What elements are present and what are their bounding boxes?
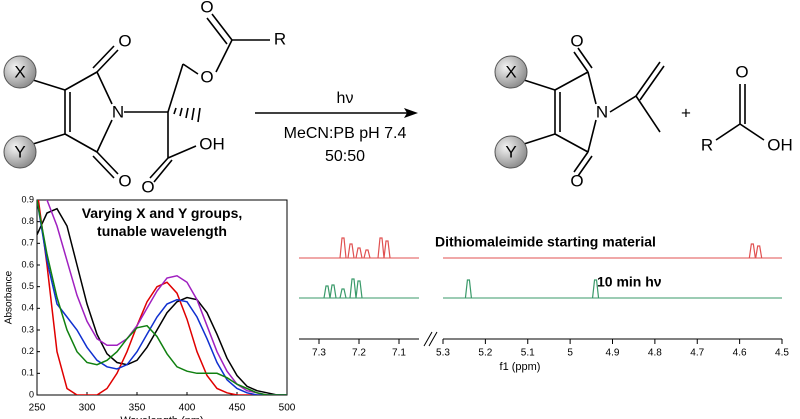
x-tick-label: 5.1 — [521, 348, 535, 359]
x-tick-label: 4.7 — [690, 348, 704, 359]
x-tick-label: 4.9 — [606, 348, 620, 359]
x-tick-label: 500 — [279, 403, 296, 414]
absorbance-curve — [37, 207, 287, 395]
x-tick-label: 7.1 — [392, 348, 406, 359]
atom: Y — [14, 142, 25, 161]
nmr-peak — [383, 240, 391, 259]
nmr-peak — [339, 288, 347, 299]
x-tick-label: 250 — [29, 403, 46, 414]
absorbance-curve — [37, 200, 287, 395]
byproduct: R O OH — [701, 62, 793, 154]
atom: Y — [505, 142, 516, 161]
atom: O — [570, 31, 583, 50]
x-tick-label: 7.3 — [312, 348, 326, 359]
x-tick-label: 4.5 — [775, 348, 789, 359]
nmr-peak — [339, 237, 347, 259]
nmr-peak — [363, 249, 371, 259]
atom: N — [596, 102, 608, 121]
y-tick-label: 0.8 — [21, 216, 34, 226]
nmr-peak — [347, 243, 355, 259]
ratio: 50:50 — [325, 148, 365, 165]
x-tick-label: 450 — [229, 403, 246, 414]
y-group — [3, 135, 37, 169]
y-tick-label: 0.4 — [21, 303, 34, 313]
absorbance-curve — [37, 200, 287, 395]
light: hν — [337, 90, 354, 107]
atom: O — [118, 31, 131, 50]
nmr-peak — [355, 280, 363, 299]
nmr-peak — [464, 279, 473, 299]
trace-label: 10 min hν — [597, 274, 662, 290]
nmr-peak — [329, 284, 337, 299]
nmr-peak — [323, 285, 331, 299]
x-tick-label: 7.2 — [352, 348, 366, 359]
nmr-peak — [748, 243, 756, 259]
curves — [37, 200, 287, 395]
x-group — [494, 55, 528, 89]
atom: OH — [767, 135, 793, 154]
annotation: Varying X and Y groups, tunable waveleng… — [81, 205, 243, 239]
atom: OH — [199, 134, 225, 153]
x-tick-label: 5.2 — [478, 348, 492, 359]
x-tick-label: 5.3 — [436, 348, 450, 359]
atom: O — [141, 177, 154, 196]
nmr-peak — [349, 278, 357, 299]
y-axis-label: Absorbance — [4, 270, 15, 324]
plus: + — [681, 103, 691, 122]
y-tick-label: 0.6 — [21, 259, 34, 269]
y-tick-label: 0.9 — [21, 194, 34, 204]
x-tick-label: 4.6 — [733, 348, 747, 359]
y-tick-label: 0.2 — [21, 346, 34, 356]
atom: X — [14, 62, 25, 81]
y-tick-label: 0.1 — [21, 368, 34, 378]
x-tick-label: 400 — [179, 403, 196, 414]
atom: R — [274, 29, 286, 48]
reaction-arrow: hν MeCN:PB pH 7.4 50:50 — [255, 90, 418, 165]
nmr-peak — [591, 279, 600, 299]
x-tick-label: 4.8 — [648, 348, 662, 359]
y-group — [494, 135, 528, 169]
absorbance-curve — [45, 200, 287, 395]
x-axis-label: f1 (ppm) — [500, 361, 541, 373]
trace-label: Dithiomaleimide starting material — [435, 234, 656, 250]
x-tick-label: 350 — [129, 403, 146, 414]
plot-frame — [36, 199, 288, 396]
x-axis-label: Wavelength (nm) — [120, 415, 203, 419]
atom: N — [112, 102, 124, 121]
y-tick-label: 0.3 — [21, 324, 34, 334]
y-tick-label: 0 — [29, 389, 34, 399]
atom: O — [200, 67, 213, 86]
atom: O — [118, 171, 131, 190]
product: X Y O O N + — [494, 31, 691, 190]
nmr-peak — [755, 245, 763, 259]
y-tick-label: 0.5 — [21, 281, 34, 291]
atom: O — [200, 0, 213, 16]
axis-break — [423, 331, 438, 347]
y-tick-label: 0.7 — [21, 238, 34, 248]
nmr-peak — [377, 237, 385, 259]
x-tick-label: 300 — [79, 403, 96, 414]
nmr-peak — [355, 247, 363, 259]
x-group — [3, 55, 37, 89]
solvent: MeCN:PB pH 7.4 — [284, 125, 407, 142]
x-tick-label: 5 — [567, 348, 573, 359]
reactant: X Y O O N O O R O OH — [3, 0, 286, 196]
atom: R — [701, 135, 713, 154]
atom: O — [735, 62, 748, 81]
atom: X — [505, 62, 516, 81]
atom: O — [570, 171, 583, 190]
